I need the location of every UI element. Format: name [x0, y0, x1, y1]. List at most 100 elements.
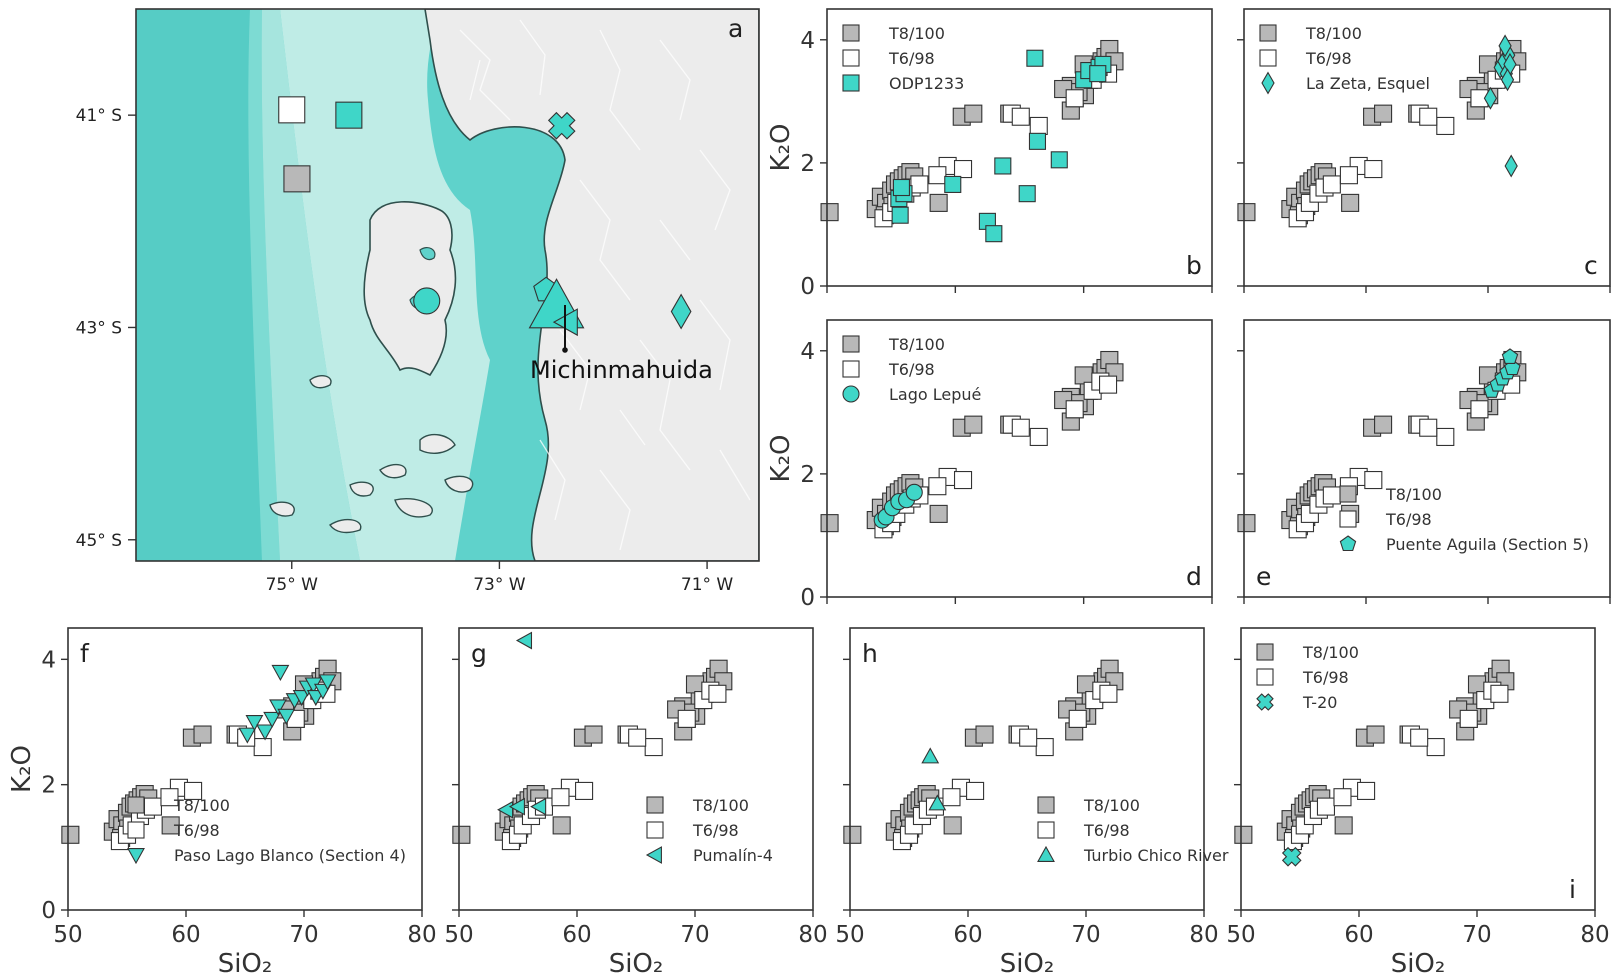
volcano-point	[562, 347, 568, 353]
map-ticks: 41° S 43° S 45° S 75° W 73° W 71° W	[76, 106, 734, 595]
ocean-shelf	[261, 9, 360, 561]
panel-h: 50 60 70 80 SiO₂ h T8/100 T6/98 Turbio Chico Riv…	[835, 627, 1229, 974]
legend-label: T6/98	[888, 360, 935, 379]
legend: T8/100 T6/98 Lago Lepué	[842, 335, 981, 404]
legend-label: T8/100	[1302, 643, 1359, 662]
map-frame	[135, 8, 760, 562]
map-site-la-zeta-esquel	[670, 293, 692, 330]
x-tick-label: 60	[953, 922, 982, 948]
x-tick-label: 70	[680, 922, 709, 948]
y-tick-label: 2	[41, 773, 56, 799]
point-t8-100	[1341, 193, 1360, 212]
map-lon-label: 75° W	[266, 575, 319, 595]
map-lat-label: 45° S	[76, 531, 122, 551]
point-t6-98	[1029, 427, 1048, 447]
legend-label: Pumalín-4	[693, 846, 773, 865]
point-paso-lago-blanco-section-4	[271, 664, 290, 681]
x-axis-label: SiO₂	[218, 949, 273, 974]
point-t6-98	[1490, 684, 1509, 703]
legend-label: T6/98	[1385, 510, 1432, 529]
legend-marker	[842, 49, 860, 67]
volcano-marker: Michinmahuida	[530, 305, 713, 384]
point-turbio-chico-river	[921, 747, 940, 764]
legend-label: T6/98	[1302, 668, 1349, 687]
x-tick-label: 70	[289, 922, 318, 948]
map-panel: 41° S 43° S 45° S 75° W 73° W 71° W Michinmah…	[76, 8, 760, 595]
x-tick-label: 50	[1226, 922, 1255, 948]
point-t6-98	[575, 781, 594, 800]
ocean-slope	[248, 9, 280, 561]
point-odp1233	[1018, 185, 1036, 203]
point-t8-100	[1374, 415, 1393, 434]
legend-label: T8/100	[888, 335, 945, 354]
point-odp1233	[1028, 132, 1047, 150]
point-t8-100	[584, 725, 603, 744]
relief-texture	[459, 19, 751, 551]
x-tick-label: 50	[835, 922, 864, 948]
point-t6-98	[1426, 738, 1445, 757]
legend-marker	[1339, 485, 1357, 503]
point-t8-100	[1237, 203, 1256, 222]
x-tick-label: 80	[407, 922, 436, 948]
point-t6-98	[1436, 116, 1455, 136]
point-t8-100	[820, 514, 839, 533]
legend-label: T8/100	[1385, 485, 1442, 504]
axes-frame	[1243, 8, 1611, 287]
axes-frame	[826, 319, 1213, 598]
legend-marker	[1256, 668, 1274, 686]
legend-label: T6/98	[173, 821, 220, 840]
legend-label: T8/100	[1305, 24, 1362, 43]
point-odp1233	[1026, 49, 1044, 67]
point-turbio-chico-river	[928, 794, 947, 811]
legend-label: T8/100	[888, 24, 945, 43]
point-paso-lago-blanco-section-4	[245, 715, 264, 732]
legend-marker	[1256, 693, 1274, 711]
x-tick-label: 80	[1580, 922, 1609, 948]
point-t6-98	[1011, 418, 1030, 437]
y-tick-label: 0	[800, 585, 815, 611]
islet-1	[419, 433, 456, 454]
point-t6-98	[1029, 116, 1048, 136]
legend: T8/100 T6/98 ODP1233	[842, 24, 964, 93]
point-t8-100	[452, 825, 471, 844]
point-t6-98	[708, 684, 727, 703]
islet-4	[309, 374, 332, 389]
axes-frame	[826, 8, 1213, 287]
point-t6-98	[953, 159, 973, 179]
panel-letter-a: a	[728, 14, 743, 43]
panel-d: 0 2 4 K₂O d T8/100 T6/98 Lago Lepué	[766, 319, 1213, 611]
map-site-t-20	[547, 111, 576, 140]
point-t6-98	[1436, 427, 1455, 447]
legend: T8/100 T6/98 Pumalín-4	[645, 796, 773, 865]
legend-marker	[1339, 535, 1357, 552]
point-t6-98	[1316, 797, 1336, 816]
point-t6-98	[1419, 418, 1438, 437]
x-tick-label: 70	[1071, 922, 1100, 948]
point-t6-98	[1099, 375, 1118, 394]
legend-marker	[842, 74, 860, 92]
legend-label: T6/98	[1305, 49, 1352, 68]
point-t-20	[1281, 846, 1302, 867]
point-t6-98	[910, 175, 929, 194]
legend-label: Puente Aguila (Section 5)	[1386, 535, 1589, 554]
point-pumal-n-4	[508, 797, 525, 816]
point-la-zeta-esquel	[1498, 34, 1512, 58]
point-t8-100	[943, 816, 962, 835]
map-site-t8-100	[283, 165, 311, 193]
panel-i: 50 60 70 80 SiO₂ i T8/100 T6/98 T-20	[1226, 627, 1610, 974]
point-t8-100	[1076, 675, 1096, 694]
point-t8-100	[1334, 816, 1353, 835]
legend-label: La Zeta, Esquel	[1306, 74, 1430, 93]
point-t6-98	[1459, 709, 1478, 728]
map-lat-label: 41° S	[76, 106, 122, 126]
legend-label: T8/100	[692, 796, 749, 815]
map-site-lago-lepu	[413, 287, 441, 315]
y-axis-label: K₂O	[7, 745, 37, 793]
point-t6-98	[628, 728, 647, 747]
point-t6-98	[942, 788, 961, 807]
point-t8-100	[964, 104, 983, 123]
point-t6-98	[1419, 107, 1438, 126]
legend-label: T8/100	[1083, 796, 1140, 815]
y-tick-label: 0	[41, 898, 56, 924]
legend-marker	[1259, 49, 1277, 67]
